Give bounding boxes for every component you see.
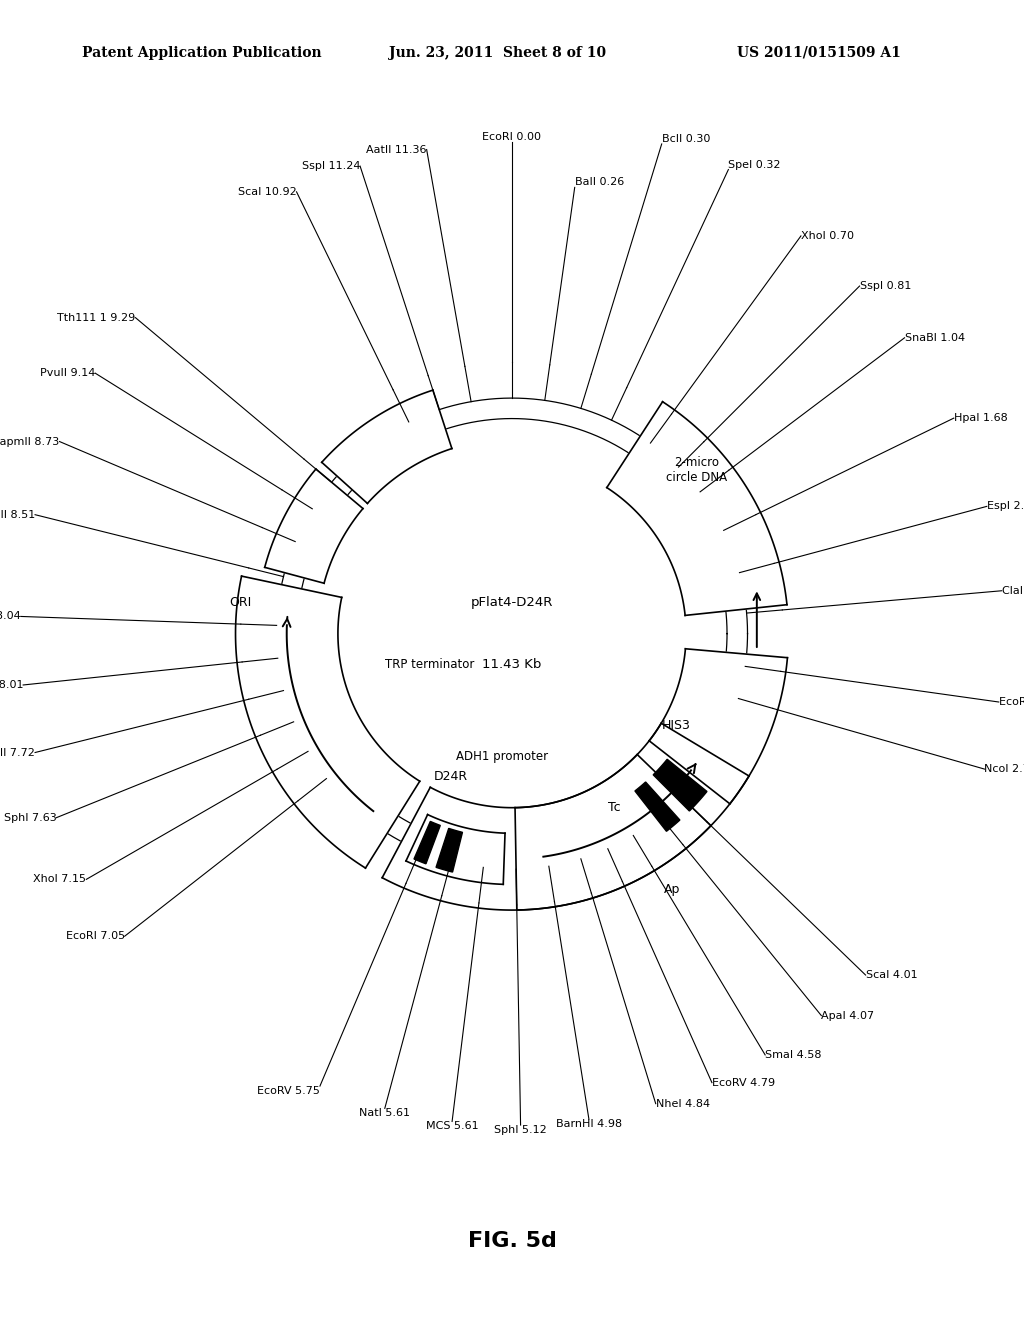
Text: pFlat4-D24R: pFlat4-D24R [471,597,553,610]
Text: US 2011/0151509 A1: US 2011/0151509 A1 [737,46,901,59]
Text: SphI 7.63: SphI 7.63 [3,813,56,822]
Text: PvuII 9.14: PvuII 9.14 [40,368,95,378]
Polygon shape [265,469,362,583]
Text: ApaI 4.07: ApaI 4.07 [821,1011,874,1020]
Text: EagI 8.01: EagI 8.01 [0,680,24,690]
Text: ScaI 10.92: ScaI 10.92 [238,187,297,197]
Text: BaII 0.26: BaII 0.26 [574,177,624,187]
Text: SpeI 0.32: SpeI 0.32 [728,160,781,169]
Text: SspI 0.81: SspI 0.81 [859,281,911,290]
Polygon shape [649,648,787,804]
Text: EspI 2.12: EspI 2.12 [987,502,1024,511]
Polygon shape [382,755,711,909]
Text: EcoRV 4.79: EcoRV 4.79 [712,1077,775,1088]
Polygon shape [653,759,707,810]
Text: EcoRV 5.75: EcoRV 5.75 [257,1086,319,1096]
Text: SalI 7.72: SalI 7.72 [0,747,35,758]
Text: SphI 5.12: SphI 5.12 [495,1125,547,1135]
Text: ADH1 promoter: ADH1 promoter [456,750,548,763]
Text: NcoI 2.70: NcoI 2.70 [984,764,1024,774]
Text: HpaI 1.68: HpaI 1.68 [953,413,1008,424]
Text: SspI 11.24: SspI 11.24 [302,161,360,172]
Text: BarnHI 4.98: BarnHI 4.98 [556,1119,622,1129]
Text: D24R: D24R [433,771,468,784]
Text: BaII 8.51: BaII 8.51 [0,510,35,520]
Text: Ap: Ap [664,883,680,896]
Polygon shape [436,829,463,873]
Text: Jun. 23, 2011  Sheet 8 of 10: Jun. 23, 2011 Sheet 8 of 10 [389,46,606,59]
Text: NheI 4.84: NheI 4.84 [655,1098,710,1109]
Polygon shape [406,814,505,884]
Text: NatI 5.61: NatI 5.61 [359,1109,411,1118]
Text: EcoRI 0.00: EcoRI 0.00 [482,132,542,143]
Text: 11.43 Kb: 11.43 Kb [482,657,542,671]
Text: EcoRI 7.05: EcoRI 7.05 [66,931,125,941]
Polygon shape [607,401,787,615]
Text: XhoI 0.70: XhoI 0.70 [801,231,854,242]
Text: SnaBl 1.04: SnaBl 1.04 [904,333,965,343]
Text: BapmII 8.73: BapmII 8.73 [0,437,59,446]
Text: TRP terminator: TRP terminator [385,657,475,671]
Polygon shape [236,576,420,869]
Text: ScaI 4.01: ScaI 4.01 [865,970,918,979]
Polygon shape [322,391,452,503]
Text: 2-micro
circle DNA: 2-micro circle DNA [666,455,727,483]
Text: Patent Application Publication: Patent Application Publication [82,46,322,59]
Text: MCS 5.61: MCS 5.61 [426,1122,478,1131]
Polygon shape [635,781,680,832]
Text: AatII 11.36: AatII 11.36 [367,145,427,154]
Polygon shape [414,821,440,863]
Text: XhoI 7.15: XhoI 7.15 [34,874,86,884]
Polygon shape [515,723,749,909]
Text: FIG. 5d: FIG. 5d [468,1232,556,1251]
Text: SmaI 4.58: SmaI 4.58 [765,1049,821,1060]
Text: ClaI 2.27: ClaI 2.27 [1001,586,1024,595]
Text: EcoRV 2.69: EcoRV 2.69 [998,697,1024,708]
Text: NruI 8.04: NruI 8.04 [0,611,20,622]
Text: Tc: Tc [608,801,621,814]
Text: HIS3: HIS3 [662,719,690,733]
Text: BcII 0.30: BcII 0.30 [662,133,710,144]
Text: Tth111 1 9.29: Tth111 1 9.29 [57,313,135,322]
Circle shape [297,418,727,849]
Text: ORI: ORI [229,597,252,610]
